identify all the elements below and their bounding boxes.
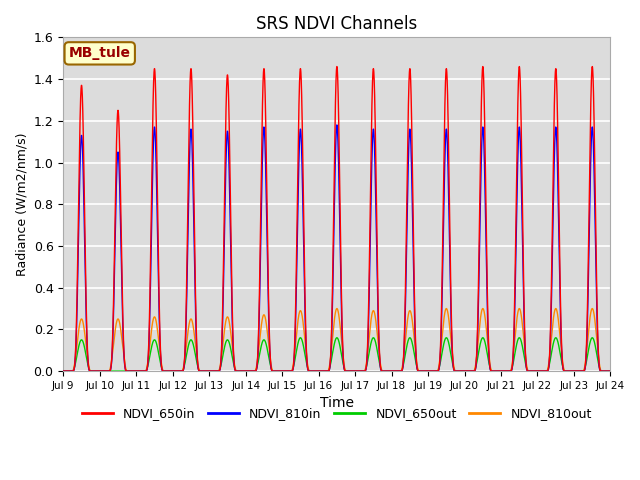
Legend: NDVI_650in, NDVI_810in, NDVI_650out, NDVI_810out: NDVI_650in, NDVI_810in, NDVI_650out, NDV…: [77, 402, 597, 425]
X-axis label: Time: Time: [320, 396, 354, 410]
Y-axis label: Radiance (W/m2/nm/s): Radiance (W/m2/nm/s): [15, 132, 28, 276]
Text: MB_tule: MB_tule: [68, 47, 131, 60]
Title: SRS NDVI Channels: SRS NDVI Channels: [256, 15, 417, 33]
